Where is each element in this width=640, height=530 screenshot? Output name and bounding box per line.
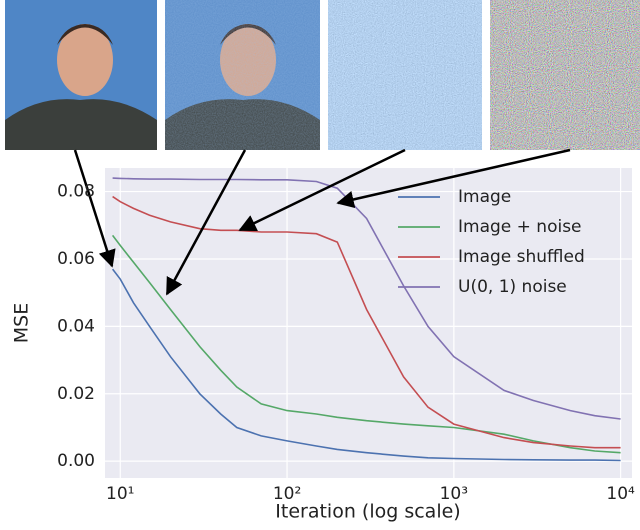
x-tick-label: 10³ xyxy=(440,484,468,504)
x-tick-label: 10² xyxy=(273,484,301,504)
y-tick-label: 0.02 xyxy=(57,384,95,404)
y-axis-label: MSE xyxy=(11,303,33,343)
legend-label: Image + noise xyxy=(458,217,582,237)
y-tick-label: 0.08 xyxy=(57,182,95,202)
noise-overlay xyxy=(165,0,320,150)
y-tick-label: 0.06 xyxy=(57,249,95,269)
y-tick-label: 0.04 xyxy=(57,316,95,336)
shuffled-thumbnail xyxy=(328,0,482,150)
y-tick-label: 0.00 xyxy=(57,451,95,471)
legend-label: Image shuffled xyxy=(458,247,585,267)
legend-label: U(0, 1) noise xyxy=(458,277,567,297)
x-axis-label: Iteration (log scale) xyxy=(275,501,460,523)
x-tick-label: 10¹ xyxy=(106,484,134,504)
plot-area xyxy=(105,168,632,478)
legend-label: Image xyxy=(458,187,511,207)
uniform-noise-thumbnail xyxy=(490,0,640,150)
x-tick-label: 10⁴ xyxy=(606,484,635,504)
chart: Image Image + noise Image shuffled U(0, 1) … xyxy=(0,0,640,530)
thumbnails xyxy=(5,0,640,150)
